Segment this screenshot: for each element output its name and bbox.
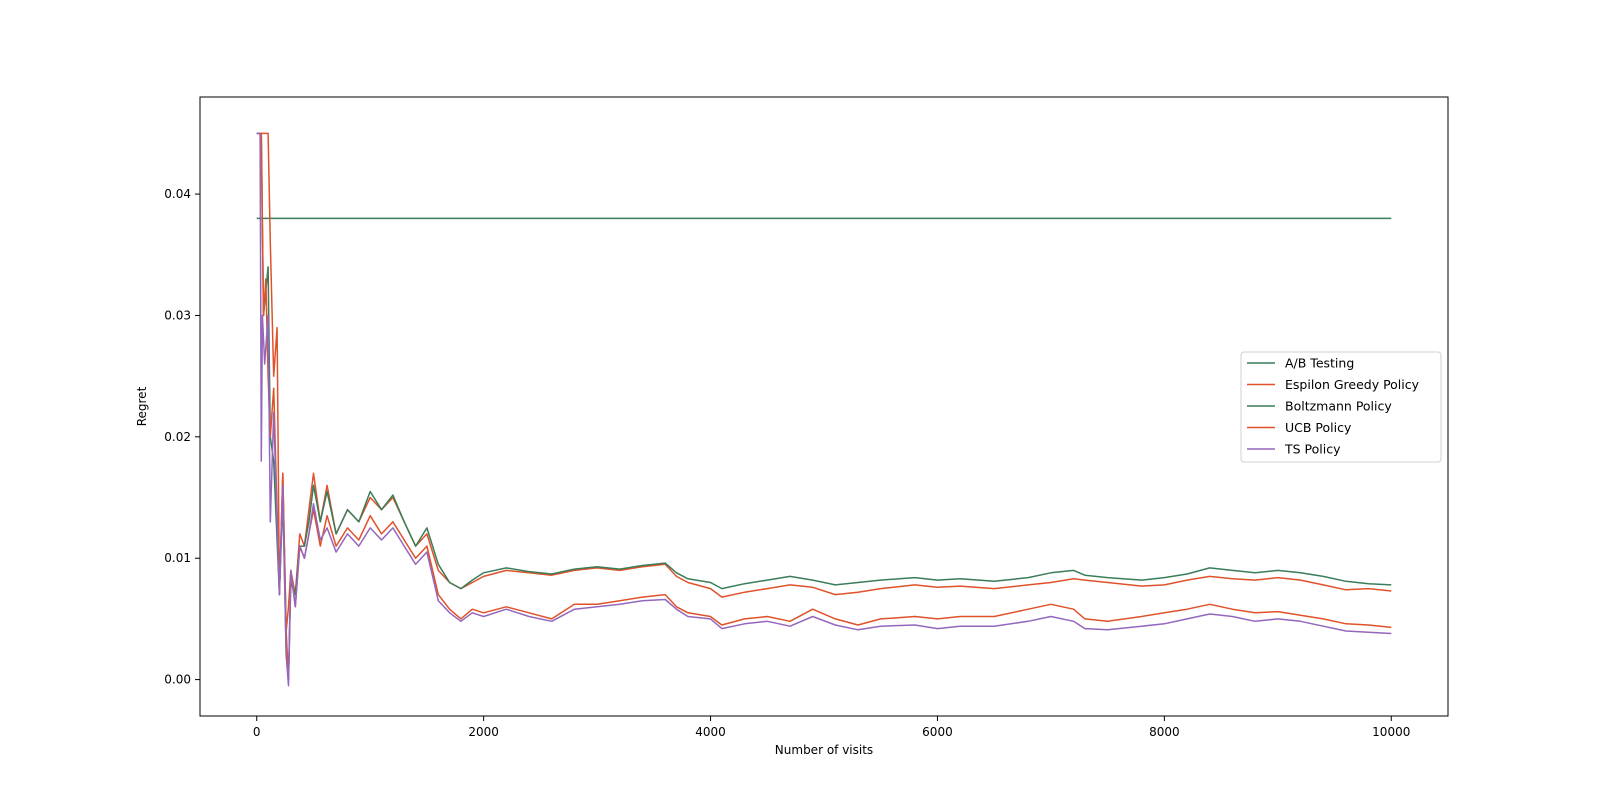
legend: A/B Testing Espilon Greedy Policy Boltzman… xyxy=(1240,351,1442,463)
x-tick-label: 8000 xyxy=(1149,725,1180,739)
series-line-1 xyxy=(256,132,1392,632)
series-layer xyxy=(256,132,1392,687)
y-axis: 0.00 0.01 0.02 0.03 0.04 xyxy=(164,187,200,687)
x-axis-label: Number of visits xyxy=(775,743,873,757)
legend-box xyxy=(1240,351,1442,463)
y-tick-label: 0.03 xyxy=(164,308,191,322)
legend-label: TS Policy xyxy=(1284,442,1341,457)
y-axis-label: Regret xyxy=(135,386,149,426)
y-tick-label: 0.00 xyxy=(164,673,191,687)
y-tick-label: 0.01 xyxy=(164,551,191,565)
x-tick-label: 6000 xyxy=(922,725,953,739)
x-axis: 0 2000 4000 6000 8000 10000 xyxy=(253,716,1410,739)
legend-label: Boltzmann Policy xyxy=(1285,399,1392,414)
series-line-3 xyxy=(256,132,1392,681)
series-line-4 xyxy=(256,132,1392,687)
x-tick-label: 4000 xyxy=(695,725,726,739)
y-tick-label: 0.02 xyxy=(164,430,191,444)
x-tick-label: 2000 xyxy=(468,725,499,739)
series-line-2 xyxy=(256,132,1392,681)
y-tick-label: 0.04 xyxy=(164,187,191,201)
legend-label: A/B Testing xyxy=(1285,356,1354,371)
plot-frame xyxy=(199,96,1449,717)
legend-label: UCB Policy xyxy=(1285,420,1352,435)
x-tick-label: 10000 xyxy=(1372,725,1410,739)
x-tick-label: 0 xyxy=(253,725,261,739)
legend-label: Espilon Greedy Policy xyxy=(1285,377,1420,392)
